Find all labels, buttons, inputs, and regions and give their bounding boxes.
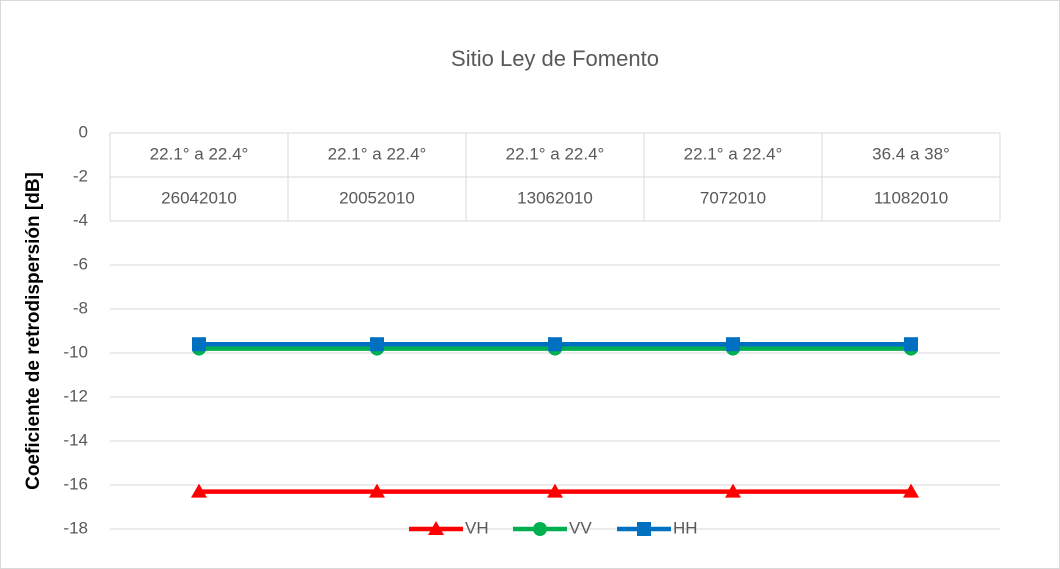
y-tick-label: -16	[63, 474, 88, 493]
legend-label: VV	[569, 518, 592, 537]
y-tick-label: -14	[63, 430, 88, 449]
data-point	[903, 483, 919, 498]
legend-item: VH	[409, 518, 489, 537]
x-tick-label: 26042010	[161, 188, 237, 207]
data-point	[547, 483, 563, 498]
y-axis-title: Coeficiente de retrodispersión [dB]	[23, 172, 44, 490]
chart-title: Sitio Ley de Fomento	[451, 46, 659, 71]
legend-marker	[428, 521, 444, 535]
x-tick-label: 11082010	[874, 188, 948, 207]
data-point	[369, 483, 385, 498]
data-point	[725, 483, 741, 498]
y-tick-label: -8	[73, 298, 88, 317]
legend-label: HH	[673, 518, 698, 537]
y-tick-label: 0	[79, 122, 88, 141]
x-tick-label: 20052010	[339, 188, 415, 207]
x-tick-label: 7072010	[700, 188, 766, 207]
category-group-label: 22.1° a 22.4°	[506, 144, 605, 163]
y-tick-label: -2	[73, 166, 88, 185]
legend-marker	[533, 522, 547, 536]
data-point	[191, 483, 207, 498]
legend-item: HH	[617, 518, 698, 537]
y-tick-label: -10	[63, 342, 88, 361]
x-tick-label: 13062010	[517, 188, 593, 207]
legend-label: VH	[465, 518, 489, 537]
legend-item: VV	[513, 518, 592, 537]
y-tick-label: -18	[63, 518, 88, 537]
data-point	[192, 337, 206, 352]
category-group-label: 36.4 a 38°	[872, 144, 950, 163]
data-point	[726, 337, 740, 352]
data-point	[548, 337, 562, 352]
data-point	[370, 337, 384, 352]
y-tick-label: -4	[73, 210, 88, 229]
y-tick-label: -12	[63, 386, 88, 405]
legend-marker	[637, 522, 651, 536]
data-point	[904, 337, 918, 352]
category-group-label: 22.1° a 22.4°	[150, 144, 249, 163]
category-group-label: 22.1° a 22.4°	[684, 144, 783, 163]
y-tick-label: -6	[73, 254, 88, 273]
category-group-label: 22.1° a 22.4°	[328, 144, 427, 163]
